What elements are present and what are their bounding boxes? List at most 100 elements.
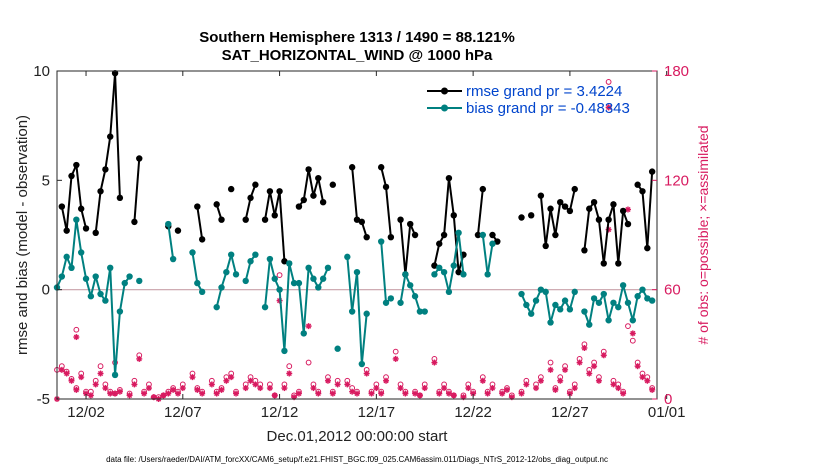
obs-assimilated-stroke [639, 374, 646, 380]
obs-possible-point [73, 326, 80, 333]
obs-assimilated-point [247, 377, 254, 384]
bias-point [266, 255, 274, 263]
obs-assimilated-point [421, 385, 428, 392]
obs-assimilated-stroke [59, 367, 65, 373]
obs-assimilated-point [629, 330, 636, 337]
obs-assimilated-point [484, 390, 491, 397]
rmse-point [353, 216, 361, 223]
rmse-point [590, 199, 598, 206]
obs-assimilated-point [334, 381, 341, 388]
obs-assimilated-point [189, 374, 196, 381]
rmse-point [455, 268, 462, 276]
x-tick-label: 12/12 [261, 404, 299, 421]
obs-assimilated-stroke [364, 370, 370, 377]
rmse-point [319, 199, 327, 206]
obs-assimilated-point [634, 363, 641, 370]
bias-line-segment [380, 241, 388, 303]
rmse-point [595, 216, 603, 223]
bias-point [348, 308, 356, 315]
bias-line-segment [447, 265, 455, 293]
obs-assimilated-point [281, 385, 288, 392]
obs-assimilated-point [286, 370, 293, 377]
bias-point [455, 229, 462, 237]
obs-count-layer [54, 79, 656, 402]
obs-assimilated-stroke [112, 390, 118, 397]
obs-assimilated-stroke [64, 370, 70, 377]
obs-assimilated-stroke [625, 206, 631, 213]
bias-point [479, 231, 487, 239]
obs-assimilated-stroke [393, 356, 399, 362]
rmse-point [431, 262, 438, 269]
rmse-line-segment [273, 191, 281, 216]
obs-assimilated-point [252, 381, 259, 388]
obs-assimilated-point [344, 381, 351, 388]
rmse-line-segment [244, 197, 252, 220]
bias-point [639, 286, 646, 293]
obs-assimilated-stroke [581, 345, 588, 351]
obs-assimilated-stroke [141, 390, 147, 397]
bias-point [319, 275, 327, 282]
rmse-point [639, 188, 646, 195]
bias-point [407, 282, 414, 289]
obs-assimilated-point [499, 390, 506, 397]
rmse-point [92, 229, 99, 237]
rmse-point [198, 236, 206, 243]
rmse-point [600, 260, 607, 267]
legend-bias-marker [441, 104, 448, 112]
bias-point [194, 279, 201, 287]
bias-point [198, 288, 206, 296]
obs-assimilated-stroke [228, 374, 234, 380]
bias-point [261, 303, 269, 311]
obs-assimilated-point [329, 390, 336, 397]
rmse-point [610, 201, 617, 208]
rmse-line-segment [104, 136, 112, 170]
bias-point [440, 268, 448, 276]
obs-assimilated-point [610, 381, 617, 388]
obs-assimilated-point [620, 390, 627, 397]
rmse-line-segment [302, 169, 310, 201]
bias-point [542, 288, 549, 296]
obs-assimilated-point [63, 370, 70, 377]
bias-point [387, 295, 395, 302]
obs-assimilated-point [78, 374, 85, 381]
obs-assimilated-stroke [470, 390, 476, 397]
rmse-point [377, 164, 385, 171]
bias-point [416, 308, 424, 315]
obs-assimilated-point [266, 385, 273, 392]
obs-assimilated-point [644, 377, 651, 384]
rmse-line-segment [539, 195, 547, 247]
bias-line-segment [288, 263, 296, 284]
bias-point [242, 277, 249, 285]
obs-assimilated-stroke [189, 374, 196, 380]
obs-assimilated-point [315, 390, 322, 397]
rmse-line-segment [133, 158, 141, 222]
rmse-point [247, 194, 254, 202]
obs-assimilated-stroke [310, 385, 317, 391]
obs-assimilated-point [310, 385, 317, 392]
obs-assimilated-point [305, 323, 312, 330]
rmse-line-segment [114, 73, 121, 198]
obs-assimilated-stroke [349, 389, 355, 395]
rmse-point [644, 244, 651, 252]
bias-point [169, 255, 177, 263]
rmse-point [494, 238, 501, 245]
bias-point [111, 371, 119, 379]
obs-assimilated-point [87, 392, 94, 399]
bias-point [397, 299, 404, 306]
rmse-point [194, 203, 201, 210]
obs-assimilated-stroke [306, 323, 312, 329]
rmse-line-segment [351, 167, 358, 220]
bias-line-segment [297, 283, 305, 334]
obs-assimilated-point [649, 386, 656, 393]
y-right-tick-label: 0 [664, 391, 672, 408]
obs-assimilated-stroke [383, 378, 389, 384]
rmse-point [542, 242, 549, 250]
obs-assimilated-stroke [243, 385, 249, 391]
bias-point [344, 253, 351, 261]
rmse-line-segment [268, 191, 276, 216]
obs-assimilated-point [595, 377, 602, 384]
obs-assimilated-point [97, 370, 104, 377]
bias-point [165, 220, 172, 228]
obs-assimilated-stroke [97, 370, 104, 377]
obs-assimilated-point [271, 392, 278, 399]
